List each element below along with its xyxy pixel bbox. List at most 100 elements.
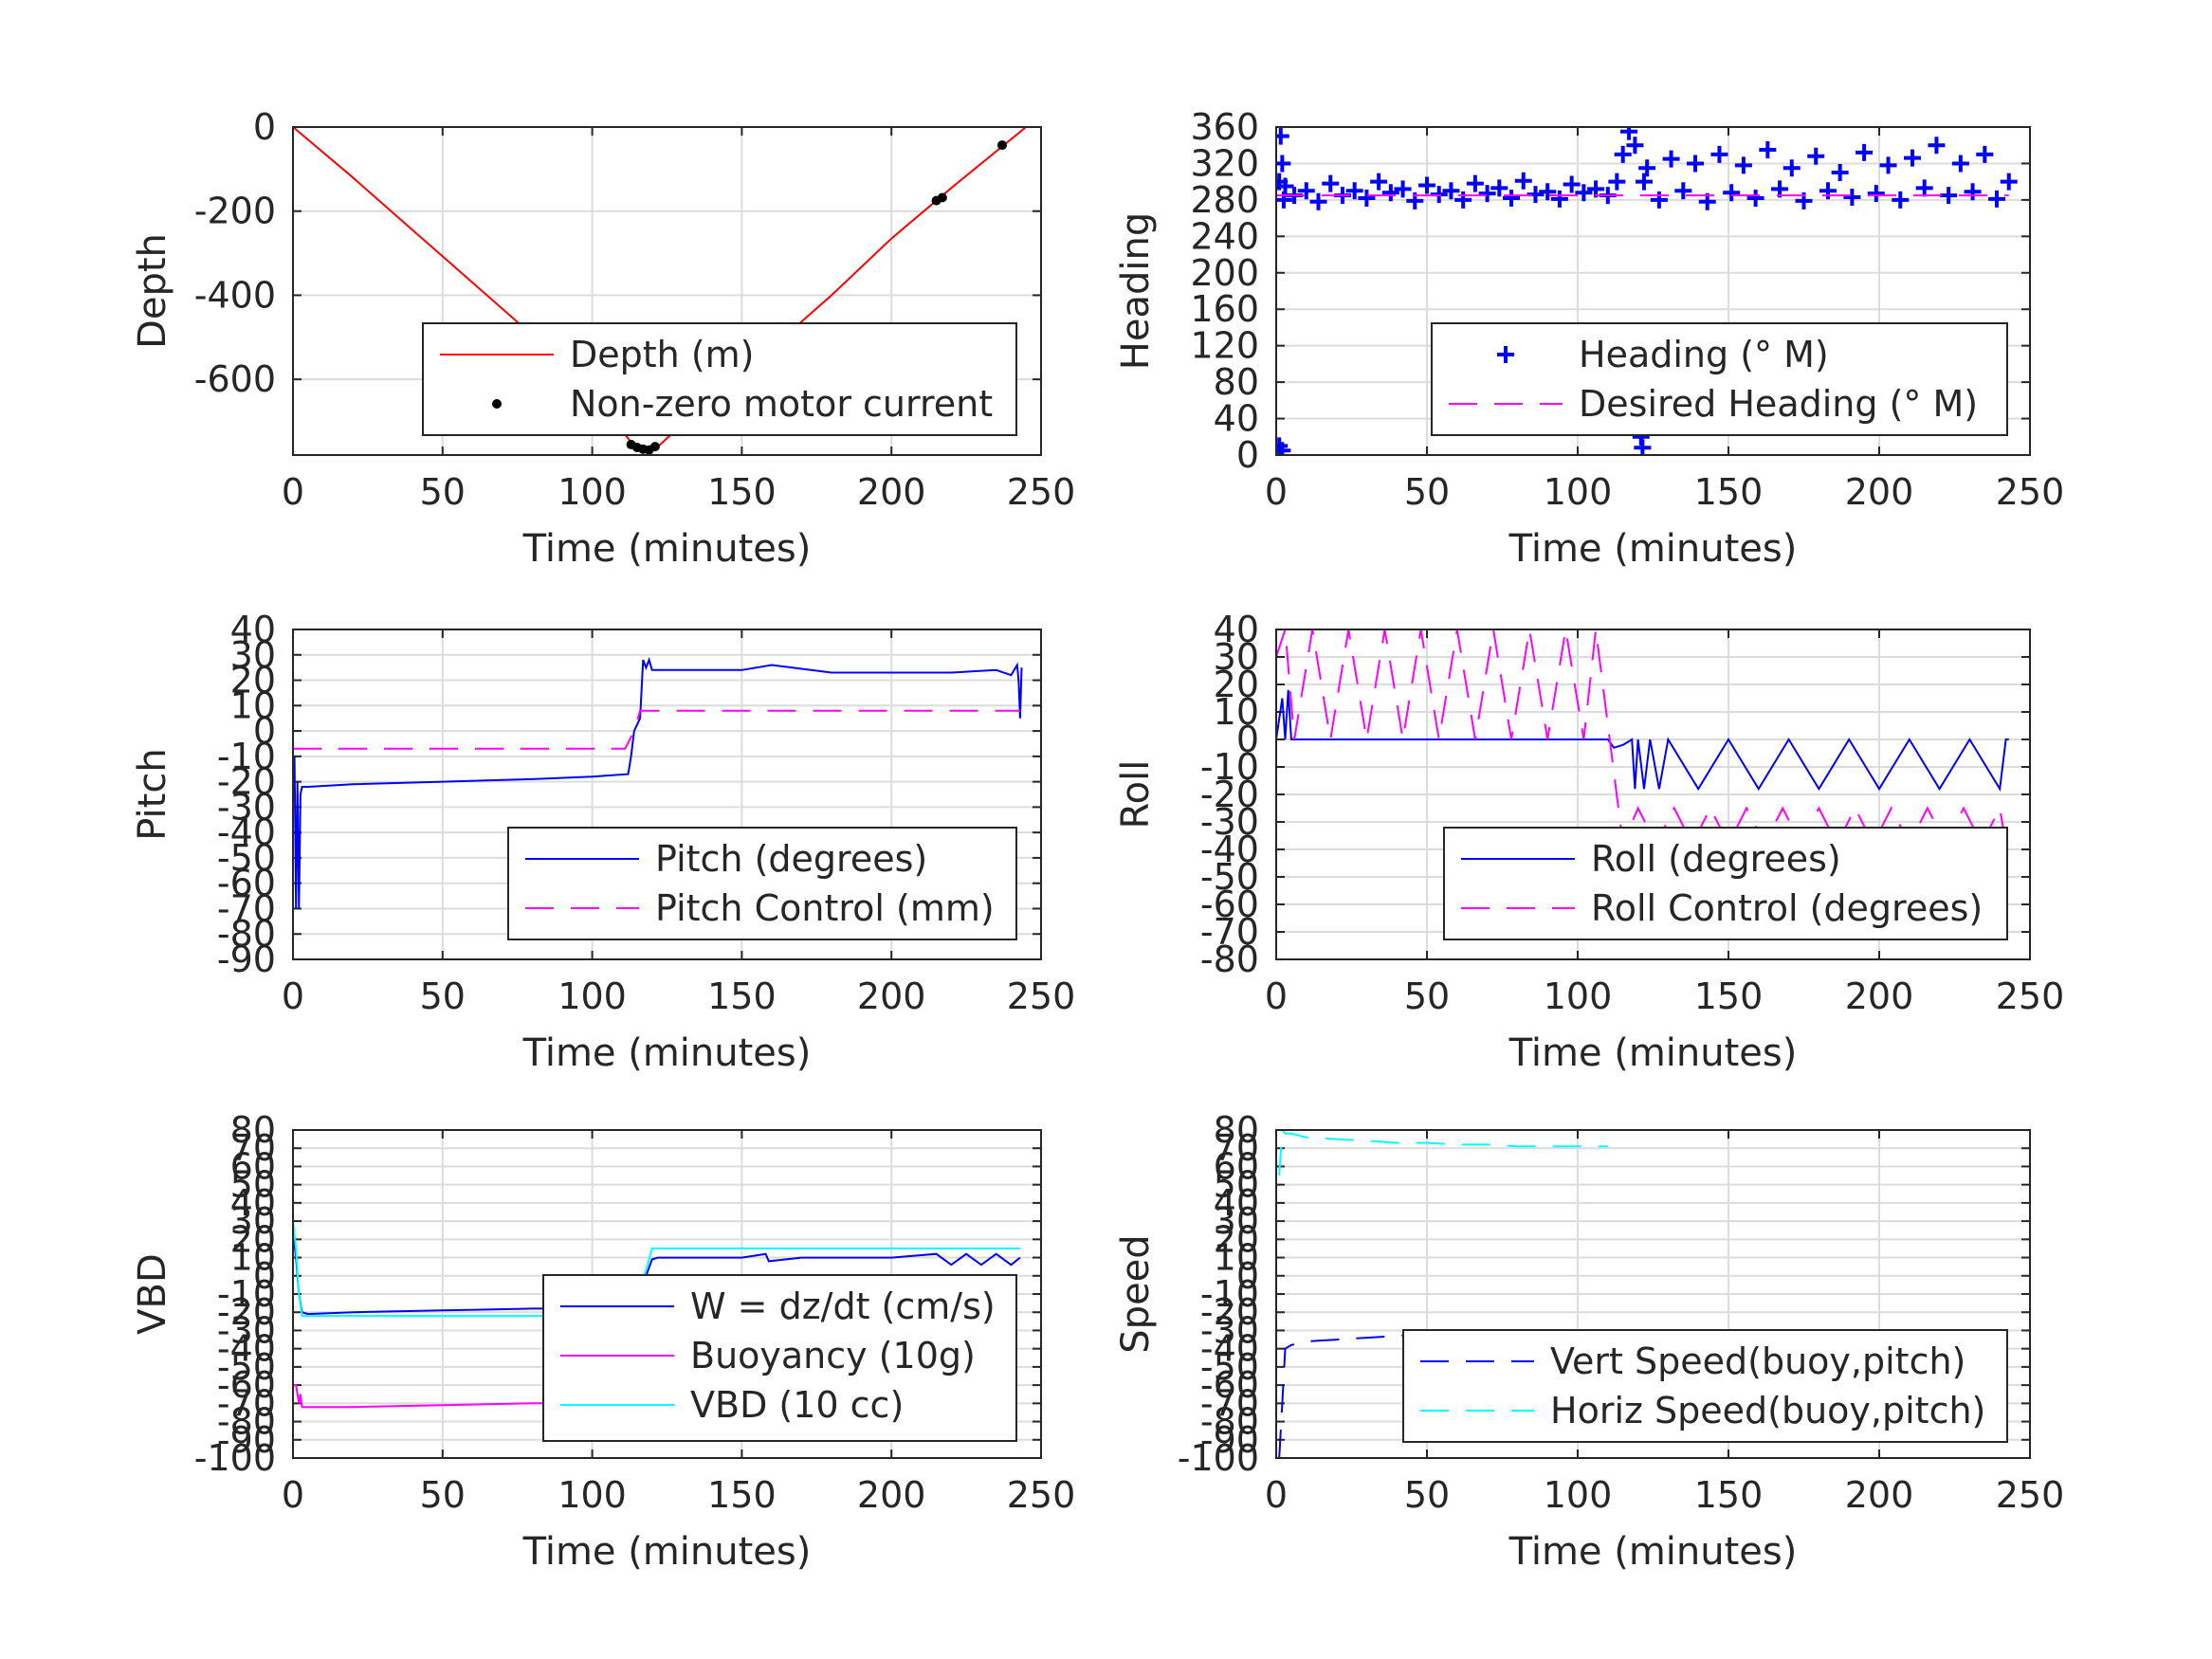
y-tick-label: 30 (230, 1200, 276, 1242)
y-tick-label: -60 (217, 863, 276, 904)
data-point (1674, 182, 1692, 200)
y-tick-label: 0 (253, 710, 276, 752)
y-tick-label: -400 (194, 274, 276, 316)
y-tick-label: 20 (1214, 1218, 1259, 1260)
data-point (1370, 173, 1388, 191)
data-point (1892, 191, 1910, 209)
legend-label: Roll Control (degrees) (1591, 887, 1983, 929)
data-point (1620, 127, 1638, 140)
y-tick-label: 80 (230, 1109, 276, 1151)
x-tick-label: 250 (1996, 1474, 2065, 1516)
legend-label: Horiz Speed(buoy,pitch) (1550, 1390, 1985, 1431)
data-point (1976, 145, 1994, 163)
data-point (1638, 159, 1656, 177)
data-point (1903, 149, 1921, 167)
y-tick-label: 10 (230, 684, 276, 726)
y-tick-label: -30 (217, 786, 276, 828)
data-point (1345, 182, 1363, 200)
series-line-0 (1276, 689, 2009, 793)
subplot-heading: 0 50 100 150 200 2500408012016020024028032036… (1114, 106, 2064, 571)
x-tick-label: 0 (282, 975, 304, 1017)
data-point (1478, 185, 1496, 203)
y-tick-label: 10 (230, 1237, 276, 1279)
data-point (1503, 189, 1521, 207)
x-tick-label: 100 (1544, 975, 1613, 1017)
x-tick-label: 0 (1265, 471, 1288, 513)
legend-label: Roll (degrees) (1591, 838, 1841, 880)
data-point (1723, 184, 1741, 202)
x-axis-label: Time (minutes) (1508, 1530, 1798, 1574)
y-tick-label: -80 (217, 1401, 276, 1443)
legend: Roll (degrees) Roll Control (degrees) (1443, 827, 2008, 940)
y-tick-label: -10 (217, 736, 276, 777)
x-tick-label: 100 (1544, 471, 1613, 513)
y-tick-label: 70 (230, 1127, 276, 1169)
legend-label: Buoyancy (10g) (690, 1335, 976, 1376)
y-tick-label: 20 (230, 1218, 276, 1260)
data-point (1940, 187, 1958, 205)
y-tick-label: 0 (253, 1255, 276, 1297)
y-tick-label: -200 (194, 191, 276, 232)
y-tick-label: -100 (194, 1437, 276, 1479)
subplot-depth: 0 50 100 150 200 250 0 -200 -400 -600 Time (minute… (131, 106, 1075, 571)
y-tick-label: 30 (1214, 1200, 1259, 1242)
y-tick-label: 60 (1214, 1145, 1259, 1187)
x-tick-label: 100 (558, 1474, 627, 1516)
y-tick-label: 10 (1214, 1237, 1259, 1279)
data-point (1563, 175, 1581, 193)
legend-label: Pitch (degrees) (655, 838, 927, 880)
x-axis-label: Time (minutes) (1508, 527, 1798, 571)
legend-label: Vert Speed(buoy,pitch) (1550, 1340, 1965, 1382)
legend-box (542, 1274, 1017, 1442)
y-tick-label: -10 (1200, 746, 1259, 788)
y-tick-label: 50 (230, 1164, 276, 1206)
data-layer (1276, 127, 2018, 455)
y-tick-label: -50 (1200, 856, 1259, 898)
data-point (1466, 174, 1484, 192)
x-tick-label: 200 (857, 471, 926, 513)
x-tick-label: 0 (1265, 975, 1288, 1017)
data-point (1759, 141, 1777, 159)
y-axis-label: VBD (131, 1253, 174, 1335)
y-tick-label: -60 (1200, 1364, 1259, 1406)
axes-frame (292, 1129, 1042, 1459)
x-tick-label: 50 (420, 471, 466, 513)
data-point (1514, 172, 1532, 190)
data-point (1297, 182, 1315, 200)
axes-frame (1275, 126, 2031, 456)
x-tick-label: 50 (1404, 1474, 1450, 1516)
y-tick-label: -40 (217, 811, 276, 853)
y-tick-label: -40 (217, 1328, 276, 1370)
data-point (1575, 184, 1593, 202)
x-tick-label: 0 (282, 471, 304, 513)
data-point (1831, 164, 1849, 182)
x-tick-label: 50 (1404, 975, 1450, 1017)
y-tick-label: 50 (1214, 1164, 1259, 1206)
data-point (1856, 143, 1874, 161)
legend-box (507, 827, 1017, 940)
x-axis-label: Time (minutes) (522, 527, 812, 571)
data-point (1843, 189, 1861, 207)
legend-label: Desired Heading (° M) (1579, 383, 1978, 425)
data-point (1964, 183, 1982, 201)
data-point (649, 442, 660, 452)
y-tick-label: -70 (1200, 911, 1259, 953)
y-tick-label: -20 (217, 761, 276, 803)
axes-frame (292, 126, 1042, 456)
x-tick-label: 200 (857, 1474, 926, 1516)
x-tick-label: 250 (1007, 1474, 1076, 1516)
y-tick-label: 80 (1214, 1109, 1259, 1151)
y-tick-label: -20 (1200, 774, 1259, 815)
y-tick-label: 240 (1190, 215, 1259, 257)
y-tick-label: -50 (217, 1346, 276, 1388)
data-point (1394, 180, 1412, 198)
y-tick-label: -30 (1200, 801, 1259, 843)
legend: W = dz/dt (cm/s) Buoyancy (10g) VBD (10 cc… (542, 1274, 1017, 1442)
data-point (1381, 184, 1399, 202)
data-point (1687, 155, 1705, 173)
data-point (1650, 191, 1668, 209)
legend-label: W = dz/dt (cm/s) (690, 1285, 996, 1327)
y-tick-label: -40 (1200, 829, 1259, 870)
data-layer (293, 657, 1023, 909)
